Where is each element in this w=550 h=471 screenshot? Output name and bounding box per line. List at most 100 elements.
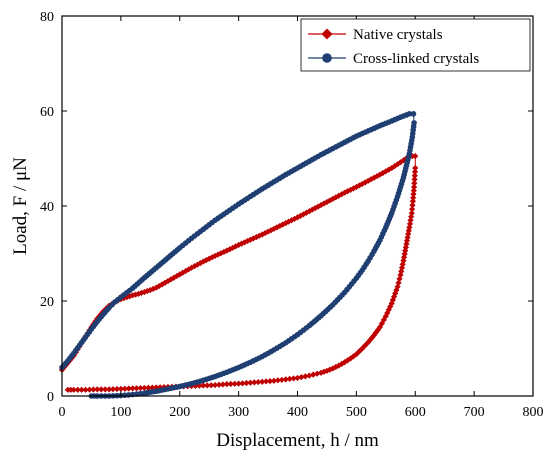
data-point — [410, 111, 417, 117]
axis-ticks: 0 100 200 300 400 500 600 700 800 0 20 40 60 80 — [40, 10, 544, 420]
data-point — [259, 231, 266, 238]
data-point — [192, 382, 199, 389]
data-point — [356, 348, 363, 355]
data-point — [411, 172, 418, 179]
data-point — [113, 385, 121, 393]
data-point — [106, 386, 113, 393]
y-tick-label: 40 — [40, 200, 54, 215]
data-point — [156, 282, 163, 290]
data-point — [329, 365, 336, 372]
legend-label: Cross-linked crystals — [353, 51, 479, 67]
data-point — [350, 353, 357, 360]
data-point — [219, 381, 227, 388]
data-point — [197, 260, 204, 267]
data-point — [247, 379, 254, 386]
data-point — [376, 171, 384, 178]
data-point — [393, 286, 400, 294]
y-axis-title: Load, F / μN — [10, 157, 31, 255]
data-point — [362, 342, 369, 349]
data-point — [302, 373, 309, 380]
data-point — [235, 380, 242, 387]
data-point — [394, 161, 401, 168]
data-point — [170, 274, 177, 281]
data-point — [259, 378, 266, 385]
data-point — [347, 355, 354, 362]
data-point — [385, 166, 392, 173]
data-point — [387, 303, 394, 310]
data-point — [400, 254, 408, 261]
data-point — [407, 217, 414, 224]
data-point — [297, 212, 304, 219]
data-point — [303, 209, 310, 216]
data-point — [150, 285, 157, 292]
data-point — [231, 380, 238, 387]
data-point — [276, 222, 283, 230]
data-point — [117, 385, 124, 392]
data-point — [200, 258, 207, 265]
data-point — [288, 217, 295, 224]
data-point — [317, 201, 325, 209]
data-point — [410, 191, 417, 198]
data-point — [335, 192, 342, 199]
data-point — [253, 234, 260, 241]
legend-entries: Native crystals Cross-linked crystals — [308, 27, 479, 67]
data-point — [204, 382, 211, 389]
data-point — [406, 111, 413, 117]
data-point — [273, 224, 280, 231]
data-point — [320, 368, 328, 375]
data-point — [167, 276, 175, 283]
x-tick-label: 100 — [110, 405, 131, 420]
data-point — [137, 384, 144, 392]
legend-marker — [321, 28, 333, 40]
x-tick-label: 800 — [523, 405, 544, 420]
data-point — [412, 153, 419, 160]
data-point — [133, 385, 140, 392]
data-point — [341, 189, 348, 196]
data-point — [141, 288, 148, 296]
data-point — [326, 197, 333, 204]
data-point — [144, 287, 151, 295]
data-point — [406, 220, 414, 227]
data-point — [132, 291, 139, 298]
data-point — [320, 200, 328, 207]
data-point — [392, 290, 399, 297]
data-point — [341, 359, 348, 366]
data-point — [409, 202, 416, 209]
y-tick-label: 20 — [40, 295, 54, 310]
data-point — [401, 250, 408, 258]
data-point — [147, 286, 154, 294]
y-tick-label: 0 — [47, 390, 54, 405]
data-point — [411, 176, 418, 183]
data-point — [356, 182, 363, 189]
data-point — [370, 332, 378, 339]
data-point — [365, 177, 372, 184]
x-tick-label: 600 — [405, 405, 426, 420]
data-point — [123, 294, 130, 301]
series-cross-linked-crystals — [59, 111, 417, 399]
data-point — [82, 386, 89, 393]
data-point — [270, 377, 278, 384]
x-tick-label: 400 — [287, 405, 308, 420]
legend-label: Native crystals — [353, 27, 443, 43]
data-point — [395, 279, 402, 286]
data-point — [157, 384, 164, 391]
data-point — [125, 385, 132, 392]
data-point — [365, 339, 372, 346]
data-point — [411, 168, 419, 175]
data-point — [94, 386, 101, 393]
legend: Native crystals Cross-linked crystals — [300, 18, 531, 72]
x-tick-label: 500 — [346, 405, 367, 420]
x-tick-label: 200 — [169, 405, 190, 420]
data-point — [251, 379, 258, 386]
data-point — [306, 372, 313, 379]
data-point — [215, 381, 223, 388]
x-tick-label: 300 — [228, 405, 249, 420]
data-point — [200, 382, 207, 389]
data-point — [409, 198, 416, 205]
data-point — [141, 384, 148, 392]
legend-item: Native crystals — [308, 27, 443, 43]
data-point — [194, 261, 201, 268]
data-point — [196, 382, 203, 389]
data-point — [306, 208, 313, 215]
x-tick-label: 700 — [464, 405, 485, 420]
